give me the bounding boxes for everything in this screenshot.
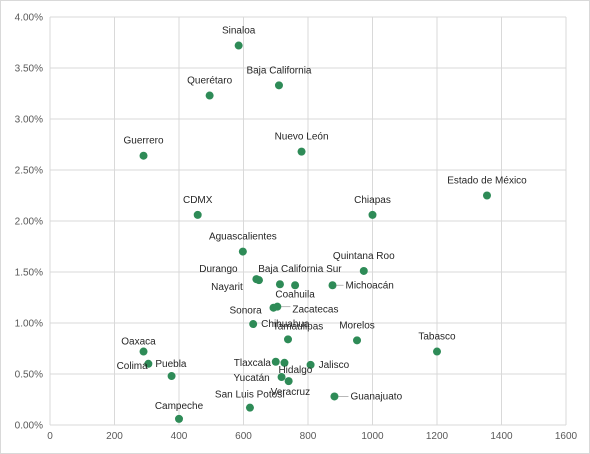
point-label-morelos: Morelos (339, 320, 375, 331)
point-label-sinaloa: Sinaloa (222, 26, 256, 37)
y-tick-label: 0.50% (15, 370, 43, 381)
point-sinaloa (234, 41, 243, 50)
point-label-tamaulipas: Tamaulipas (273, 321, 324, 332)
point-colima (167, 372, 176, 381)
point-label-michoacan: Michoacán (346, 280, 394, 291)
point-label-yucatan: Yucatán (234, 373, 270, 384)
y-tick-label: 1.50% (15, 268, 43, 279)
point-yucatan (277, 373, 286, 382)
y-tick-label: 0.00% (15, 421, 43, 432)
point-label-campeche: Campeche (155, 401, 204, 412)
point-label-san-luis-potosi: San Luis Potosí (215, 390, 285, 401)
y-tick-label: 2.00% (15, 217, 43, 228)
point-label-quintana-roo: Quintana Roo (333, 251, 395, 262)
x-tick-label: 200 (106, 431, 123, 442)
point-label-baja-california-sur: Baja California Sur (258, 264, 342, 275)
point-estado-de-mexico (482, 191, 491, 200)
point-cdmx (193, 210, 202, 219)
point-chiapas (368, 210, 377, 219)
point-campeche (175, 414, 183, 423)
point-label-coahuila: Coahuila (275, 289, 315, 300)
point-label-durango: Durango (199, 264, 238, 275)
point-michoacan (328, 281, 337, 290)
point-label-tabasco: Tabasco (418, 332, 456, 343)
point-san-luis-potosi (245, 403, 254, 412)
point-zacatecas (273, 302, 282, 311)
point-nayarit (254, 276, 263, 285)
y-tick-label: 3.00% (15, 115, 43, 126)
point-oaxaca (139, 347, 148, 356)
point-label-sonora: Sonora (229, 306, 262, 317)
point-baja-california (274, 81, 283, 90)
point-label-puebla: Puebla (155, 359, 187, 370)
y-tick-label: 3.50% (15, 64, 43, 75)
point-label-chiapas: Chiapas (354, 195, 391, 206)
x-tick-label: 1000 (361, 431, 384, 442)
point-label-chihuahua: Chihuahua (261, 319, 310, 330)
x-tick-label: 1600 (555, 431, 578, 442)
point-hidalgo (280, 358, 289, 367)
point-label-oaxaca: Oaxaca (121, 337, 156, 348)
point-jalisco (306, 360, 315, 369)
point-label-hidalgo: Hidalgo (278, 365, 312, 376)
point-guanajuato (330, 392, 339, 401)
point-nuevo-leon (297, 147, 306, 156)
x-tick-label: 0 (47, 431, 53, 442)
point-label-tlaxcala: Tlaxcala (234, 358, 272, 369)
y-tick-label: 2.50% (15, 166, 43, 177)
x-tick-label: 1400 (490, 431, 513, 442)
point-quintana-roo (359, 266, 368, 275)
point-label-aguascalientes: Aguascalientes (209, 232, 277, 243)
point-label-colima: Colima (117, 361, 149, 372)
point-label-nayarit: Nayarit (211, 282, 243, 293)
point-label-cdmx: CDMX (183, 195, 213, 206)
point-label-baja-california: Baja California (246, 65, 311, 76)
point-label-queretaro: Querétaro (187, 76, 232, 87)
point-label-estado-de-mexico: Estado de México (447, 176, 527, 187)
point-guerrero (139, 151, 148, 160)
point-label-guerrero: Guerrero (124, 136, 164, 147)
point-puebla (144, 359, 153, 368)
point-label-jalisco: Jalisco (319, 360, 350, 371)
point-label-guanajuato: Guanajuato (350, 391, 402, 402)
point-veracruz (284, 377, 293, 386)
point-label-veracruz: Veracruz (271, 387, 310, 398)
point-label-nuevo-leon: Nuevo León (275, 132, 329, 143)
y-tick-label: 4.00% (15, 13, 43, 24)
y-tick-label: 1.00% (15, 319, 43, 330)
point-chihuahua (249, 320, 258, 329)
point-tlaxcala (271, 357, 280, 366)
point-tamaulipas (284, 335, 293, 344)
point-coahuila (291, 281, 300, 290)
x-tick-label: 1200 (426, 431, 449, 442)
x-tick-label: 400 (171, 431, 188, 442)
x-tick-label: 600 (235, 431, 252, 442)
point-label-zacatecas: Zacatecas (292, 305, 338, 316)
point-baja-california-sur (275, 280, 284, 289)
point-morelos (353, 336, 362, 345)
point-tabasco (433, 347, 441, 356)
point-aguascalientes (238, 247, 247, 256)
x-tick-label: 800 (300, 431, 317, 442)
point-queretaro (205, 91, 214, 100)
